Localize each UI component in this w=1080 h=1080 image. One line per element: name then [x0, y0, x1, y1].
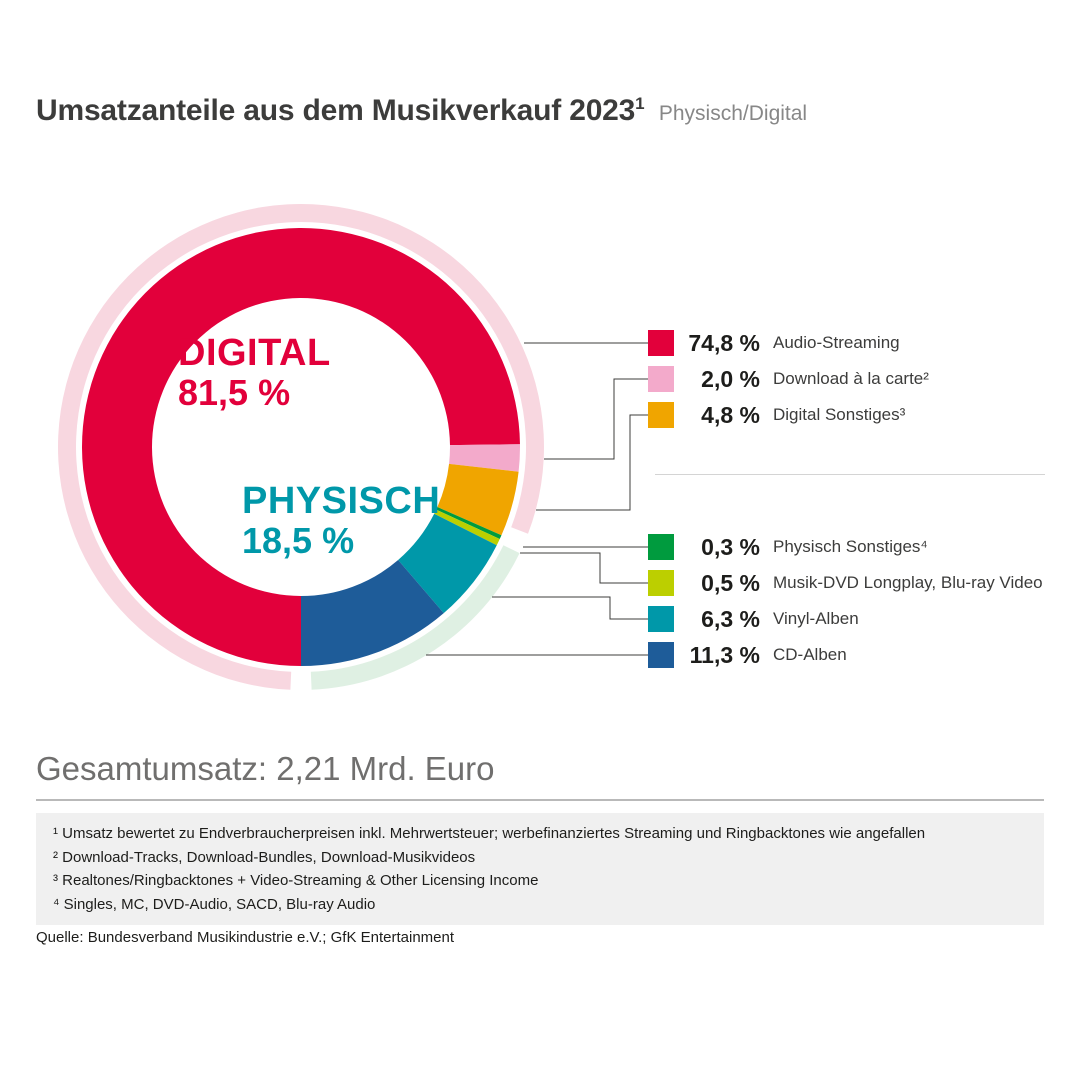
legend-label: Physisch Sonstiges⁴ — [773, 537, 928, 556]
legend-percent: 11,3 % — [689, 641, 760, 668]
footnote-1: ¹ Umsatz bewertet zu Endverbraucherpreis… — [53, 825, 926, 842]
digital-group-value: 81,5 % — [178, 371, 291, 413]
legend-swatch-audio-streaming — [648, 330, 674, 356]
legend-item-vinyl-alben: 6,3 % Vinyl-Alben — [648, 604, 859, 634]
physisch-group-value: 18,5 % — [242, 519, 355, 561]
legend-swatch-digital-sonstiges — [648, 402, 674, 428]
legend-label: Vinyl-Alben — [773, 609, 859, 628]
legend-connector-lines — [426, 342, 650, 656]
legend-percent: 4,8 % — [701, 401, 760, 428]
group-ring — [57, 204, 544, 690]
legend-item-digital-sonstiges: 4,8 % Digital Sonstiges³ — [648, 400, 905, 430]
legend-item-physisch-sonstiges: 0,3 % Physisch Sonstiges⁴ — [648, 532, 928, 562]
footnote-3: ³ Realtones/Ringbacktones + Video-Stream… — [53, 872, 539, 889]
total-revenue-text: Gesamtumsatz: 2,21 Mrd. Euro — [36, 750, 495, 787]
legend-percent: 2,0 % — [701, 365, 760, 392]
legend-percent: 0,5 % — [701, 569, 760, 596]
footnote-4: ⁴ Singles, MC, DVD-Audio, SACD, Blu-ray … — [53, 895, 376, 913]
legend-percent: 0,3 % — [701, 533, 760, 560]
legend-percent: 6,3 % — [701, 605, 760, 632]
footnote-2: ² Download-Tracks, Download-Bundles, Dow… — [53, 848, 476, 866]
legend-item-download: 2,0 % Download à la carte² — [648, 364, 929, 394]
title-footnote-marker: 1 — [635, 94, 645, 113]
legend-swatch-vinyl-alben — [648, 606, 674, 632]
legend-item-musik-dvd: 0,5 % Musik-DVD Longplay, Blu-ray Video — [648, 568, 1043, 598]
legend-label: Download à la carte² — [773, 369, 929, 388]
digital-center-label: DIGITAL 81,5 % — [178, 332, 331, 413]
legend-swatch-download — [648, 366, 674, 392]
legend-swatch-physisch-sonstiges — [648, 534, 674, 560]
page-title-text: Umsatzanteile aus dem Musikverkauf 2023 — [36, 94, 636, 127]
physisch-group-name: PHYSISCH — [242, 480, 441, 522]
legend-label: Audio-Streaming — [773, 333, 900, 352]
donut-chart — [57, 204, 650, 690]
digital-group-name: DIGITAL — [178, 332, 331, 374]
horizontal-rule — [36, 799, 1044, 801]
legend-swatch-cd-alben — [648, 642, 674, 668]
header: Umsatzanteile aus dem Musikverkauf 20231… — [36, 94, 807, 128]
page-subtitle: Physisch/Digital — [658, 102, 808, 125]
legend-label: Digital Sonstiges³ — [773, 405, 906, 424]
legend-label: Musik-DVD Longplay, Blu-ray Video — [773, 573, 1043, 592]
legend-item-audio-streaming: 74,8 % Audio-Streaming — [648, 328, 900, 358]
page-title: Umsatzanteile aus dem Musikverkauf 20231 — [36, 94, 645, 127]
footnotes-box: ¹ Umsatz bewertet zu Endverbraucherpreis… — [36, 813, 1044, 925]
legend-group-separator — [655, 474, 1045, 475]
physisch-center-label: PHYSISCH 18,5 % — [242, 480, 441, 561]
legend-item-cd-alben: 11,3 % CD-Alben — [648, 640, 847, 670]
legend-percent: 74,8 % — [688, 329, 760, 356]
legend-label: CD-Alben — [773, 645, 847, 664]
legend-swatch-musik-dvd — [648, 570, 674, 596]
donut-segments — [81, 227, 520, 666]
source-text: Quelle: Bundesverband Musikindustrie e.V… — [36, 929, 455, 946]
